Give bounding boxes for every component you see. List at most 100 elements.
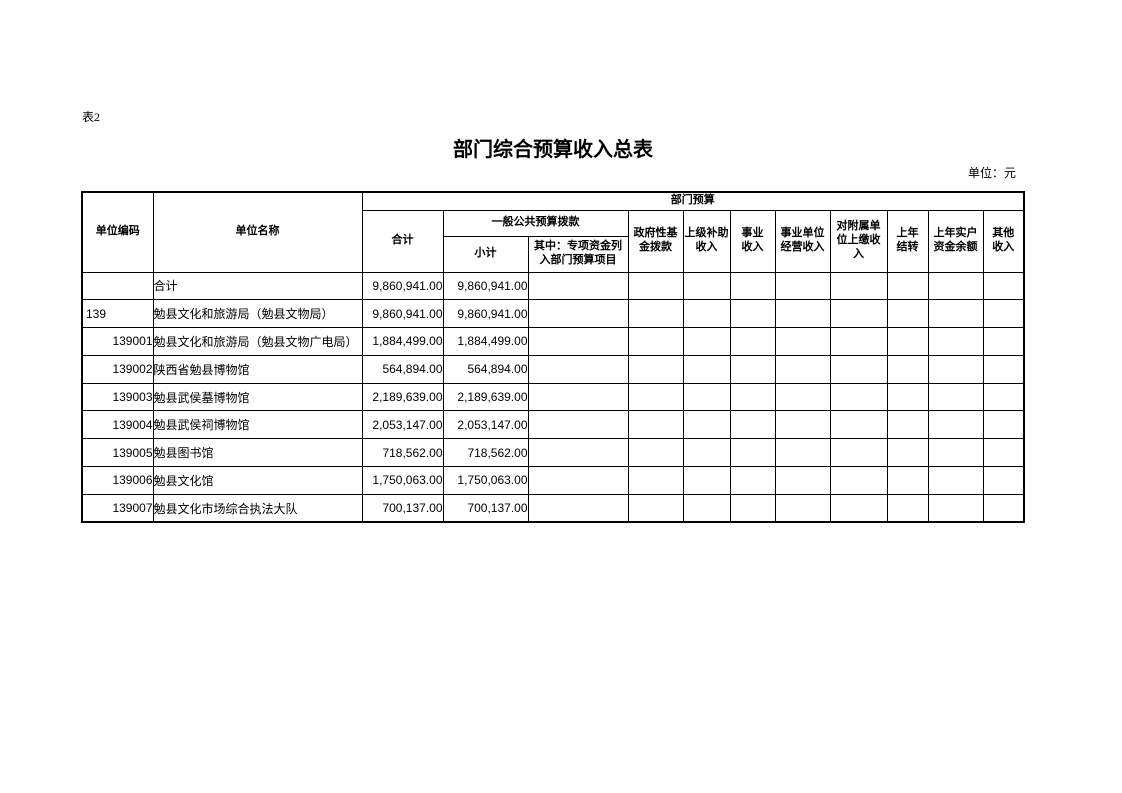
cell-empty [829, 354, 888, 384]
table-row: 139004 勉县武侯祠博物馆 2,053,147.00 2,053,147.0… [81, 410, 1025, 440]
header-operating-income: 事业单位 经营收入 [774, 209, 831, 273]
cell-subtotal: 1,884,499.00 [442, 327, 529, 356]
cell-unit-code: 139005 [81, 438, 154, 468]
table-row: 合计 9,860,941.00 9,860,941.00 [81, 271, 1025, 301]
cell-empty [774, 493, 831, 523]
cell-subtotal: 700,137.00 [442, 493, 529, 523]
cell-unit-code: 139002 [81, 354, 154, 384]
cell-unit-name: 勉县文化和旅游局（勉县文物广电局） [152, 327, 363, 356]
cell-total: 2,189,639.00 [361, 382, 444, 412]
cell-empty [829, 382, 888, 412]
cell-empty [527, 382, 629, 412]
unit-label: 单位：元 [967, 166, 1016, 180]
cell-empty [886, 382, 929, 412]
cell-empty [886, 354, 929, 384]
cell-empty [982, 354, 1025, 384]
cell-empty [774, 299, 831, 329]
cell-empty [886, 438, 929, 468]
cell-empty [829, 438, 888, 468]
cell-unit-code: 139003 [81, 382, 154, 412]
cell-subtotal: 1,750,063.00 [442, 466, 529, 495]
cell-empty [682, 410, 731, 440]
cell-empty [527, 271, 629, 301]
cell-empty [627, 438, 684, 468]
header-gov-fund: 政府性基 金拨款 [627, 209, 684, 273]
table-row: 139005 勉县图书馆 718,562.00 718,562.00 [81, 438, 1025, 468]
cell-empty [982, 466, 1025, 495]
cell-subtotal: 2,189,639.00 [442, 382, 529, 412]
cell-empty [527, 493, 629, 523]
cell-unit-name: 合计 [152, 271, 363, 301]
cell-empty [829, 271, 888, 301]
page-title: 部门综合预算收入总表 [453, 139, 653, 161]
header-other-income: 其他 收入 [982, 209, 1025, 273]
cell-unit-name: 勉县武侯墓博物馆 [152, 382, 363, 412]
cell-unit-code [81, 271, 154, 301]
cell-empty [982, 493, 1025, 523]
cell-total: 2,053,147.00 [361, 410, 444, 440]
cell-total: 1,750,063.00 [361, 466, 444, 495]
cell-empty [886, 493, 929, 523]
cell-empty [627, 466, 684, 495]
cell-unit-code: 139007 [81, 493, 154, 523]
table-row: 139006 勉县文化馆 1,750,063.00 1,750,063.00 [81, 466, 1025, 495]
cell-empty [982, 438, 1025, 468]
header-unit-code: 单位编码 [81, 191, 154, 273]
cell-empty [527, 466, 629, 495]
header-subtotal: 小计 [442, 235, 529, 273]
cell-empty [982, 327, 1025, 356]
cell-empty [729, 493, 776, 523]
cell-empty [682, 466, 731, 495]
table-header: 单位编码 单位名称 部门预算 合计 一般公共预算拨款 政府性基 金拨款 上级补助… [81, 191, 1025, 273]
cell-total: 718,562.00 [361, 438, 444, 468]
cell-empty [682, 354, 731, 384]
cell-unit-code: 139001 [81, 327, 154, 356]
cell-empty [829, 299, 888, 329]
cell-empty [729, 410, 776, 440]
header-unit-name: 单位名称 [152, 191, 363, 273]
cell-empty [729, 354, 776, 384]
cell-empty [729, 271, 776, 301]
cell-empty [682, 438, 731, 468]
cell-empty [774, 466, 831, 495]
cell-empty [627, 299, 684, 329]
header-dept-budget: 部门预算 [361, 191, 1025, 211]
cell-empty [927, 493, 984, 523]
cell-empty [527, 354, 629, 384]
header-row-2: 合计 一般公共预算拨款 政府性基 金拨款 上级补助 收入 事业 收入 事业单位 … [82, 209, 1025, 273]
table-row: 139003 勉县武侯墓博物馆 2,189,639.00 2,189,639.0… [81, 382, 1025, 412]
table-row: 139001 勉县文化和旅游局（勉县文物广电局） 1,884,499.00 1,… [81, 327, 1025, 356]
cell-empty [527, 410, 629, 440]
cell-empty [982, 299, 1025, 329]
cell-empty [774, 354, 831, 384]
header-carryover: 上年 结转 [886, 209, 929, 273]
cell-empty [682, 299, 731, 329]
cell-empty [774, 438, 831, 468]
cell-empty [627, 410, 684, 440]
cell-empty [927, 466, 984, 495]
cell-total: 1,884,499.00 [361, 327, 444, 356]
cell-empty [774, 382, 831, 412]
cell-unit-code: 139006 [81, 466, 154, 495]
cell-unit-name: 勉县文化和旅游局（勉县文物局） [152, 299, 363, 329]
cell-empty [927, 299, 984, 329]
cell-empty [886, 410, 929, 440]
cell-empty [774, 410, 831, 440]
cell-subtotal: 9,860,941.00 [442, 271, 529, 301]
cell-empty [927, 410, 984, 440]
cell-unit-code: 139004 [81, 410, 154, 440]
cell-empty [886, 299, 929, 329]
cell-unit-name: 勉县图书馆 [152, 438, 363, 468]
cell-empty [627, 382, 684, 412]
table-body: 合计 9,860,941.00 9,860,941.00 139 勉县文化和旅游… [81, 271, 1025, 523]
header-special-fund: 其中：专项资金列 入部门预算项目 [527, 235, 629, 273]
header-actual-balance: 上年实户 资金余额 [927, 209, 984, 273]
cell-empty [927, 354, 984, 384]
cell-empty [729, 382, 776, 412]
budget-table: 单位编码 单位名称 部门预算 合计 一般公共预算拨款 政府性基 金拨款 上级补助… [81, 191, 1026, 524]
cell-empty [682, 493, 731, 523]
cell-empty [886, 466, 929, 495]
cell-empty [729, 299, 776, 329]
cell-unit-name: 勉县文化馆 [152, 466, 363, 495]
cell-empty [627, 354, 684, 384]
